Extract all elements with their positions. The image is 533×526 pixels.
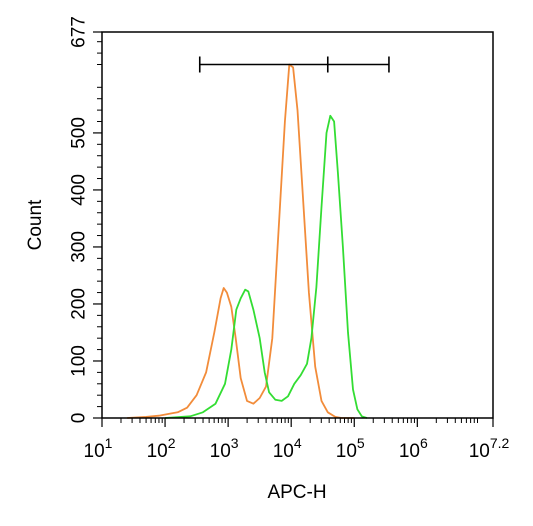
x-tick-label: 101 [84, 435, 113, 462]
y-tick-label: 300 [69, 231, 90, 263]
x-tick-label: 107.2 [469, 435, 510, 462]
x-tick-label: 106 [399, 435, 428, 462]
x-tick-label: 102 [147, 435, 176, 462]
series-line-2 [165, 114, 368, 419]
y-tick-label: 200 [69, 288, 90, 320]
y-axis-title: Count [25, 199, 46, 250]
y-tick-label: 500 [69, 117, 90, 149]
x-tick-label: 104 [273, 435, 302, 462]
y-tick-label: 677 [69, 16, 90, 48]
series-line-1 [127, 63, 355, 419]
x-tick-label: 105 [336, 435, 365, 462]
y-tick-label: 100 [69, 345, 90, 377]
y-tick-label: 400 [69, 174, 90, 206]
x-tick-label: 103 [210, 435, 239, 462]
x-axis-title: APC-H [267, 482, 326, 503]
y-tick-label: 0 [69, 413, 90, 424]
plot-frame [101, 31, 494, 419]
